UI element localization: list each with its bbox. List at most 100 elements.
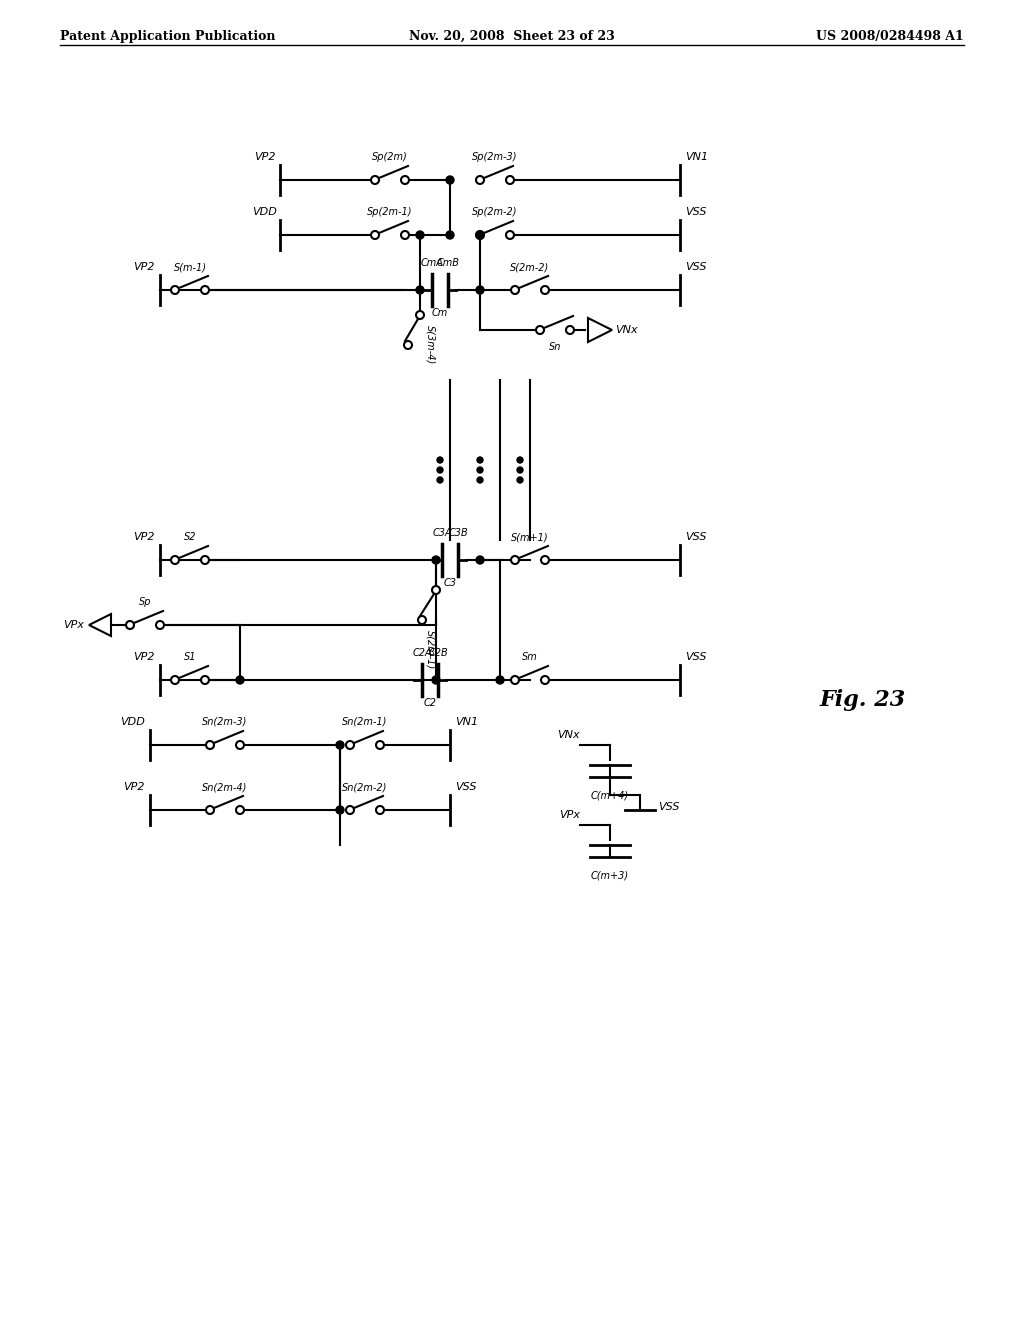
Text: C3A: C3A xyxy=(432,528,452,539)
Circle shape xyxy=(346,741,354,748)
Circle shape xyxy=(201,676,209,684)
Text: C3: C3 xyxy=(443,578,457,587)
Text: C2A: C2A xyxy=(413,648,432,657)
Circle shape xyxy=(432,556,440,564)
Circle shape xyxy=(496,676,504,684)
Text: VDD: VDD xyxy=(253,207,278,216)
Text: Sp(2m-1): Sp(2m-1) xyxy=(368,207,413,216)
Circle shape xyxy=(536,326,544,334)
Circle shape xyxy=(236,741,244,748)
Circle shape xyxy=(126,620,134,630)
Circle shape xyxy=(477,457,483,463)
Text: Nov. 20, 2008  Sheet 23 of 23: Nov. 20, 2008 Sheet 23 of 23 xyxy=(410,30,614,44)
Circle shape xyxy=(432,676,440,684)
Circle shape xyxy=(477,477,483,483)
Circle shape xyxy=(506,231,514,239)
Circle shape xyxy=(566,326,574,334)
Text: C3B: C3B xyxy=(449,528,468,539)
Text: C(m+3): C(m+3) xyxy=(591,870,629,880)
Text: Patent Application Publication: Patent Application Publication xyxy=(60,30,275,44)
Text: C(m+4): C(m+4) xyxy=(591,789,629,800)
Text: Sm: Sm xyxy=(522,652,538,663)
Text: Sn(2m-2): Sn(2m-2) xyxy=(342,781,388,792)
Text: VP2: VP2 xyxy=(133,652,155,663)
Circle shape xyxy=(171,286,179,294)
Circle shape xyxy=(511,556,519,564)
Text: Sn(2m-4): Sn(2m-4) xyxy=(203,781,248,792)
Text: Sn: Sn xyxy=(549,342,561,352)
Text: VPx: VPx xyxy=(559,810,580,820)
Circle shape xyxy=(446,231,454,239)
Circle shape xyxy=(437,477,443,483)
Text: VNx: VNx xyxy=(557,730,580,741)
Circle shape xyxy=(236,676,244,684)
Text: Sp(2m): Sp(2m) xyxy=(372,152,408,162)
Circle shape xyxy=(171,676,179,684)
Text: Sp(2m-2): Sp(2m-2) xyxy=(472,207,518,216)
Text: VN1: VN1 xyxy=(455,717,478,727)
Text: VSS: VSS xyxy=(685,207,707,216)
Text: C2: C2 xyxy=(424,698,436,708)
Circle shape xyxy=(477,467,483,473)
Circle shape xyxy=(156,620,164,630)
Circle shape xyxy=(201,286,209,294)
Text: VPx: VPx xyxy=(63,620,84,630)
Circle shape xyxy=(476,231,484,239)
Circle shape xyxy=(416,312,424,319)
Circle shape xyxy=(541,676,549,684)
Circle shape xyxy=(506,176,514,183)
Text: Fig. 23: Fig. 23 xyxy=(820,689,906,711)
Text: CmB: CmB xyxy=(436,257,460,268)
Text: VP2: VP2 xyxy=(124,781,145,792)
Circle shape xyxy=(371,231,379,239)
Circle shape xyxy=(346,807,354,814)
Circle shape xyxy=(541,286,549,294)
Circle shape xyxy=(336,741,344,748)
Text: S(2m-2): S(2m-2) xyxy=(510,261,550,272)
Circle shape xyxy=(517,467,523,473)
Text: Sn(2m-1): Sn(2m-1) xyxy=(342,717,388,727)
Text: S(m+1): S(m+1) xyxy=(511,532,549,543)
Circle shape xyxy=(476,231,484,239)
Text: Sn(2m-3): Sn(2m-3) xyxy=(203,717,248,727)
Circle shape xyxy=(206,807,214,814)
Circle shape xyxy=(511,286,519,294)
Text: S(m-1): S(m-1) xyxy=(173,261,207,272)
Text: Sp(2m-3): Sp(2m-3) xyxy=(472,152,518,162)
Text: VDD: VDD xyxy=(120,717,145,727)
Text: C2B: C2B xyxy=(428,648,447,657)
Text: VP2: VP2 xyxy=(133,532,155,543)
Circle shape xyxy=(432,586,440,594)
Text: VP2: VP2 xyxy=(254,152,275,162)
Circle shape xyxy=(404,341,412,348)
Circle shape xyxy=(446,176,454,183)
Circle shape xyxy=(201,556,209,564)
Text: VSS: VSS xyxy=(455,781,476,792)
Circle shape xyxy=(476,556,484,564)
Text: VSS: VSS xyxy=(685,652,707,663)
Text: S2: S2 xyxy=(183,532,197,543)
Circle shape xyxy=(416,286,424,294)
Circle shape xyxy=(416,231,424,239)
Circle shape xyxy=(418,616,426,624)
Text: VSS: VSS xyxy=(685,532,707,543)
Circle shape xyxy=(371,176,379,183)
Circle shape xyxy=(376,741,384,748)
Circle shape xyxy=(437,457,443,463)
Text: Sp: Sp xyxy=(138,597,152,607)
Circle shape xyxy=(476,286,484,294)
Text: VN1: VN1 xyxy=(685,152,709,162)
Text: S1: S1 xyxy=(183,652,197,663)
Text: S(3m-4): S(3m-4) xyxy=(425,325,435,364)
Circle shape xyxy=(376,807,384,814)
Text: Cm: Cm xyxy=(432,308,449,318)
Text: S(2m-1): S(2m-1) xyxy=(425,630,435,669)
Text: VSS: VSS xyxy=(685,261,707,272)
Circle shape xyxy=(171,556,179,564)
Circle shape xyxy=(476,176,484,183)
Circle shape xyxy=(511,676,519,684)
Circle shape xyxy=(336,807,344,814)
Circle shape xyxy=(517,457,523,463)
Circle shape xyxy=(236,807,244,814)
Circle shape xyxy=(206,741,214,748)
